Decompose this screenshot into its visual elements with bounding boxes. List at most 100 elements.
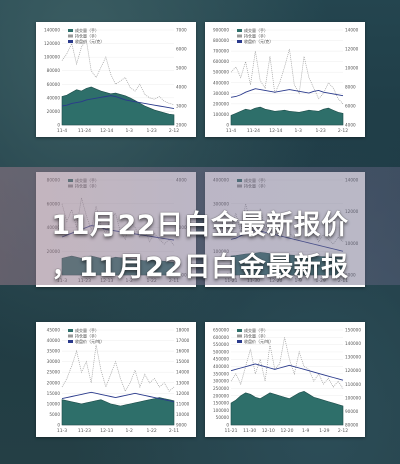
chart-panel-bottom-right: 650000 600000 550000 500000 450000 400000 3500… bbox=[205, 322, 365, 437]
legend-swatch bbox=[237, 334, 242, 338]
chart-svg: 140000 120000 100000 80000 60000 40000 20000 0 7… bbox=[44, 27, 187, 134]
legend-label: 持仓量（手） bbox=[244, 333, 268, 339]
x-tick-label: 2-12 bbox=[169, 128, 179, 134]
legend: 成交量（手）持仓量（手）收盘价（元/克） bbox=[68, 27, 104, 44]
legend-label: 持仓量（手） bbox=[244, 33, 268, 39]
legend-swatch bbox=[237, 329, 242, 332]
legend-label: 收盘价（元/克） bbox=[75, 38, 104, 44]
series-area-volume bbox=[61, 397, 175, 426]
x-tick-label: 1-23 bbox=[146, 128, 156, 134]
series-line-open-interest bbox=[61, 344, 175, 393]
headline-line-1: 11月22日白金最新报价 bbox=[51, 210, 349, 241]
series-line-price bbox=[230, 88, 344, 98]
x-tick-label: 12-14 bbox=[100, 128, 113, 134]
y-left-tick-label: 30000 bbox=[47, 359, 61, 364]
legend-label: 收盘价（元/吨） bbox=[244, 338, 273, 344]
legend-label: 成交量（手） bbox=[244, 327, 268, 333]
y-left-tick-label: 140000 bbox=[44, 28, 60, 33]
y-right-tick-label: 2000 bbox=[176, 123, 187, 128]
x-tick-label: 12-10 bbox=[262, 428, 275, 434]
y-right-tick-label: 8000 bbox=[345, 85, 356, 90]
legend: 成交量（手）持仓量（手）收盘价（元/吨） bbox=[68, 327, 104, 344]
y-right-tick-label: 5000 bbox=[176, 66, 187, 71]
y-right-tick-label: 9000 bbox=[176, 423, 187, 428]
y-left-tick-label: 20000 bbox=[47, 380, 61, 385]
x-tick-label: 1-2 bbox=[126, 428, 133, 434]
chart-panel-top-right: 900000 800000 700000 600000 500000 400000 3000… bbox=[205, 22, 365, 137]
legend-swatch bbox=[237, 40, 242, 43]
legend-label: 成交量（手） bbox=[75, 327, 99, 333]
y-left-tick-label: 300000 bbox=[213, 91, 229, 96]
y-right-tick-label: 11000 bbox=[176, 401, 190, 406]
y-left-tick-label: 350000 bbox=[213, 371, 229, 376]
y-left-tick-label: 60000 bbox=[47, 82, 61, 87]
x-tick-label: 2-12 bbox=[338, 428, 348, 434]
x-tick-label: 1-22 bbox=[146, 428, 156, 434]
y-right-tick-label: 4000 bbox=[176, 85, 187, 90]
y-right-tick-label: 17000 bbox=[176, 338, 190, 343]
y-right-tick-label: 130000 bbox=[345, 355, 361, 360]
series-line-open-interest bbox=[230, 337, 344, 389]
x-tick-label: 2-11 bbox=[169, 428, 179, 434]
legend-label: 成交量（手） bbox=[75, 27, 99, 33]
y-left-tick-label: 900000 bbox=[213, 28, 229, 33]
x-tick-label: 11-4 bbox=[226, 128, 236, 134]
series-area-volume bbox=[230, 391, 344, 426]
x-tick-label: 11-4 bbox=[57, 128, 67, 134]
headline-band bbox=[0, 167, 400, 285]
y-left-tick-label: 400000 bbox=[213, 80, 229, 85]
y-right-tick-label: 4000 bbox=[345, 123, 356, 128]
x-tick-label: 12-14 bbox=[269, 128, 282, 134]
x-tick-label: 11-23 bbox=[78, 428, 91, 434]
x-tick-label: 1-9 bbox=[302, 428, 309, 434]
series-area-volume bbox=[61, 86, 175, 126]
legend-swatch bbox=[237, 34, 242, 38]
legend-swatch bbox=[237, 29, 242, 32]
legend-swatch bbox=[68, 34, 73, 38]
y-left-tick-label: 100000 bbox=[213, 408, 229, 413]
y-right-tick-label: 10000 bbox=[176, 412, 190, 417]
y-left-tick-label: 0 bbox=[226, 423, 229, 428]
y-right-tick-label: 80000 bbox=[345, 423, 359, 428]
y-left-tick-label: 0 bbox=[57, 123, 60, 128]
legend-label: 持仓量（手） bbox=[75, 33, 99, 39]
y-left-tick-label: 600000 bbox=[213, 335, 229, 340]
y-right-tick-label: 90000 bbox=[345, 409, 359, 414]
y-left-tick-label: 35000 bbox=[47, 349, 61, 354]
legend-swatch bbox=[68, 29, 73, 32]
y-left-tick-label: 45000 bbox=[47, 328, 61, 333]
y-left-tick-label: 0 bbox=[226, 123, 229, 128]
y-left-tick-label: 250000 bbox=[213, 386, 229, 391]
y-right-tick-label: 140000 bbox=[345, 341, 361, 346]
y-left-tick-label: 800000 bbox=[213, 38, 229, 43]
y-left-tick-label: 100000 bbox=[213, 112, 229, 117]
y-left-tick-label: 600000 bbox=[213, 59, 229, 64]
y-right-tick-label: 12000 bbox=[345, 47, 359, 52]
y-left-tick-label: 200000 bbox=[213, 393, 229, 398]
y-right-tick-label: 13000 bbox=[176, 380, 190, 385]
y-left-tick-label: 20000 bbox=[47, 109, 61, 114]
x-tick-label: 1-3 bbox=[126, 128, 133, 134]
x-tick-label: 1-29 bbox=[319, 428, 329, 434]
y-left-tick-label: 0 bbox=[57, 423, 60, 428]
y-left-tick-label: 400000 bbox=[213, 364, 229, 369]
y-left-tick-label: 80000 bbox=[47, 68, 61, 73]
y-left-tick-label: 15000 bbox=[47, 391, 61, 396]
y-right-tick-label: 14000 bbox=[176, 370, 190, 375]
y-right-tick-label: 3000 bbox=[176, 104, 187, 109]
y-left-tick-label: 100000 bbox=[44, 55, 60, 60]
headline-line-2: ，11月22日白金最新报 bbox=[51, 252, 349, 283]
legend: 成交量（手）持仓量（手）收盘价（元/吨） bbox=[237, 327, 273, 344]
series-line-price bbox=[61, 391, 175, 403]
legend-swatch bbox=[237, 340, 242, 343]
y-left-tick-label: 500000 bbox=[213, 349, 229, 354]
legend-swatch bbox=[68, 340, 73, 343]
x-tick-label: 11-30 bbox=[243, 428, 256, 434]
series-line-open-interest bbox=[230, 48, 344, 105]
y-right-tick-label: 16000 bbox=[176, 349, 190, 354]
y-left-tick-label: 50000 bbox=[216, 415, 230, 420]
y-right-tick-label: 150000 bbox=[345, 328, 361, 333]
y-right-tick-label: 15000 bbox=[176, 359, 190, 364]
y-right-tick-label: 12000 bbox=[176, 391, 190, 396]
y-left-tick-label: 200000 bbox=[213, 101, 229, 106]
